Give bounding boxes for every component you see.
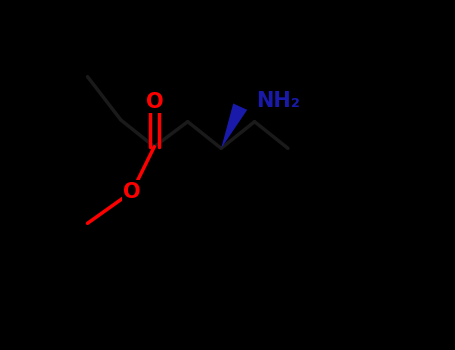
Text: O: O [146,92,163,112]
Text: O: O [123,182,141,202]
Text: NH₂: NH₂ [256,91,300,111]
Polygon shape [221,104,247,148]
